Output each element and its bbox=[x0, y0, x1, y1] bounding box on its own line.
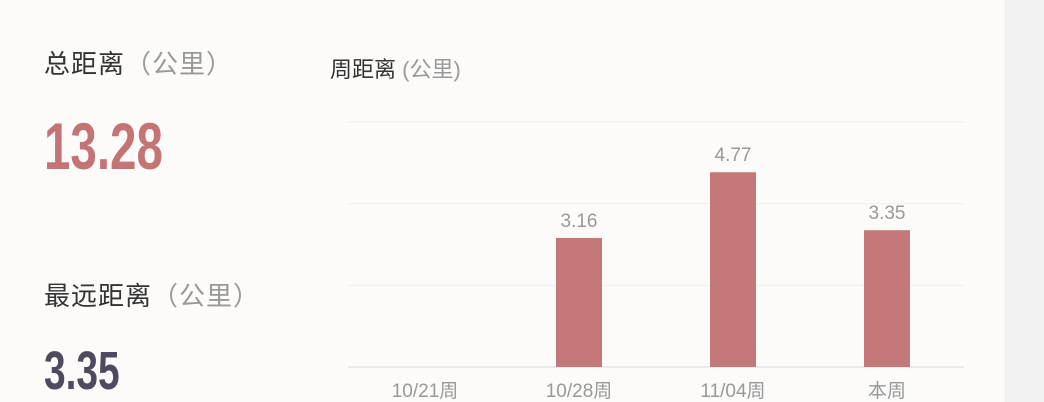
x-tick-label: 10/21周 bbox=[392, 381, 459, 402]
farthest-distance-title: 最远距离 bbox=[44, 281, 153, 311]
bar bbox=[864, 230, 910, 367]
farthest-distance-value: 3.35 bbox=[44, 341, 120, 401]
bar-value-label: 3.16 bbox=[561, 211, 598, 232]
total-distance-label: 总距离（公里） bbox=[44, 44, 233, 81]
right-edge-strip bbox=[1006, 0, 1044, 402]
weekly-distance-chart: 3.16 4.77 3.35 10/21周 10/28周 11/04周 本周 bbox=[348, 121, 964, 402]
bar-value-label: 4.77 bbox=[715, 145, 752, 166]
stats-card: 总距离（公里） 13.28 最远距离（公里） 3.35 周距离 (公里) 3.1… bbox=[44, 0, 1006, 402]
bar bbox=[710, 172, 756, 367]
farthest-distance-unit: （公里） bbox=[152, 281, 261, 311]
chart-title: 周距离 (公里) bbox=[330, 52, 461, 84]
chart-title-unit: (公里) bbox=[402, 57, 461, 82]
farthest-distance-label: 最远距离（公里） bbox=[44, 276, 260, 313]
total-distance-value: 13.28 bbox=[44, 109, 163, 183]
chart-bars bbox=[556, 172, 910, 367]
bar-value-label: 3.35 bbox=[869, 203, 906, 224]
chart-x-ticks: 10/21周 10/28周 11/04周 本周 bbox=[392, 380, 906, 402]
chart-value-labels: 3.16 4.77 3.35 bbox=[561, 145, 906, 232]
chart-grid bbox=[348, 121, 964, 368]
total-distance-unit: （公里） bbox=[125, 49, 234, 79]
chart-title-text: 周距离 bbox=[330, 57, 397, 82]
x-tick-label: 本周 bbox=[868, 380, 906, 402]
bar bbox=[556, 237, 602, 367]
x-tick-label: 11/04周 bbox=[700, 381, 765, 402]
x-tick-label: 10/28周 bbox=[546, 381, 613, 402]
total-distance-title: 总距离 bbox=[44, 49, 126, 79]
